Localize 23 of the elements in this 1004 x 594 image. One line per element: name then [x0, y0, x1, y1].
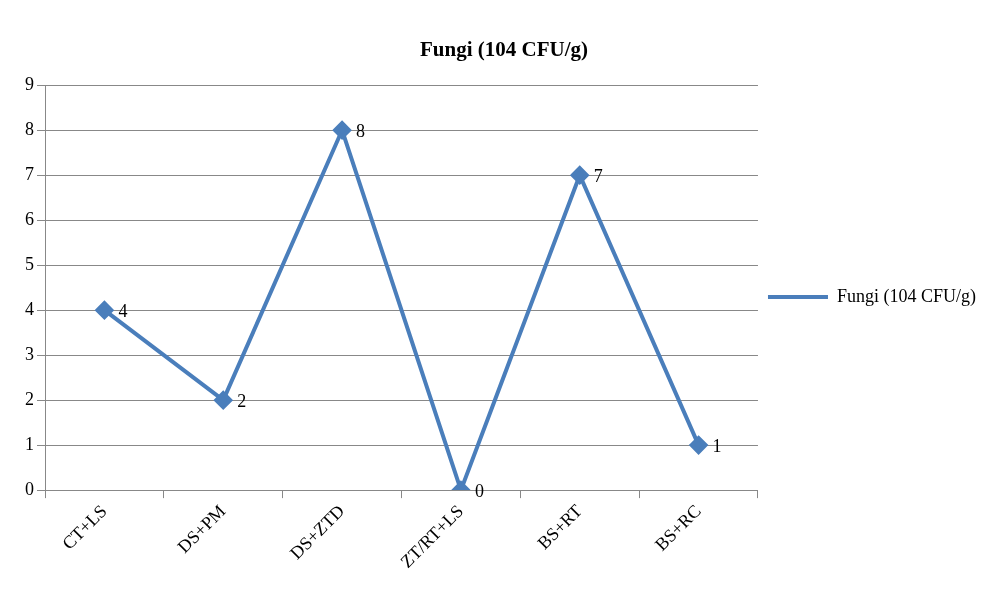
data-label: 4 [118, 300, 128, 321]
point [95, 301, 114, 320]
y-tick-label: 5 [25, 253, 34, 274]
y-tick-label: 4 [25, 298, 34, 319]
y-tick-label: 2 [25, 388, 34, 409]
y-tick-label: 6 [25, 208, 34, 229]
data-label: 1 [712, 435, 722, 456]
data-label: 0 [474, 480, 484, 501]
point [689, 436, 708, 455]
y-tick-label: 1 [25, 433, 34, 454]
y-tick-label: 0 [25, 478, 34, 499]
data-label: 2 [237, 390, 247, 411]
y-tick-label: 7 [25, 163, 34, 184]
data-label: 8 [356, 120, 366, 141]
data-label: 7 [593, 165, 603, 186]
legend-label: Fungi (104 CFU/g) [836, 285, 977, 307]
point [333, 121, 352, 140]
point [570, 166, 589, 185]
point [214, 391, 233, 410]
y-tick-label: 3 [25, 343, 34, 364]
y-tick-label: 8 [25, 118, 34, 139]
y-tick-label: 9 [25, 73, 34, 94]
chart-title: Fungi (104 CFU/g) [420, 37, 589, 62]
